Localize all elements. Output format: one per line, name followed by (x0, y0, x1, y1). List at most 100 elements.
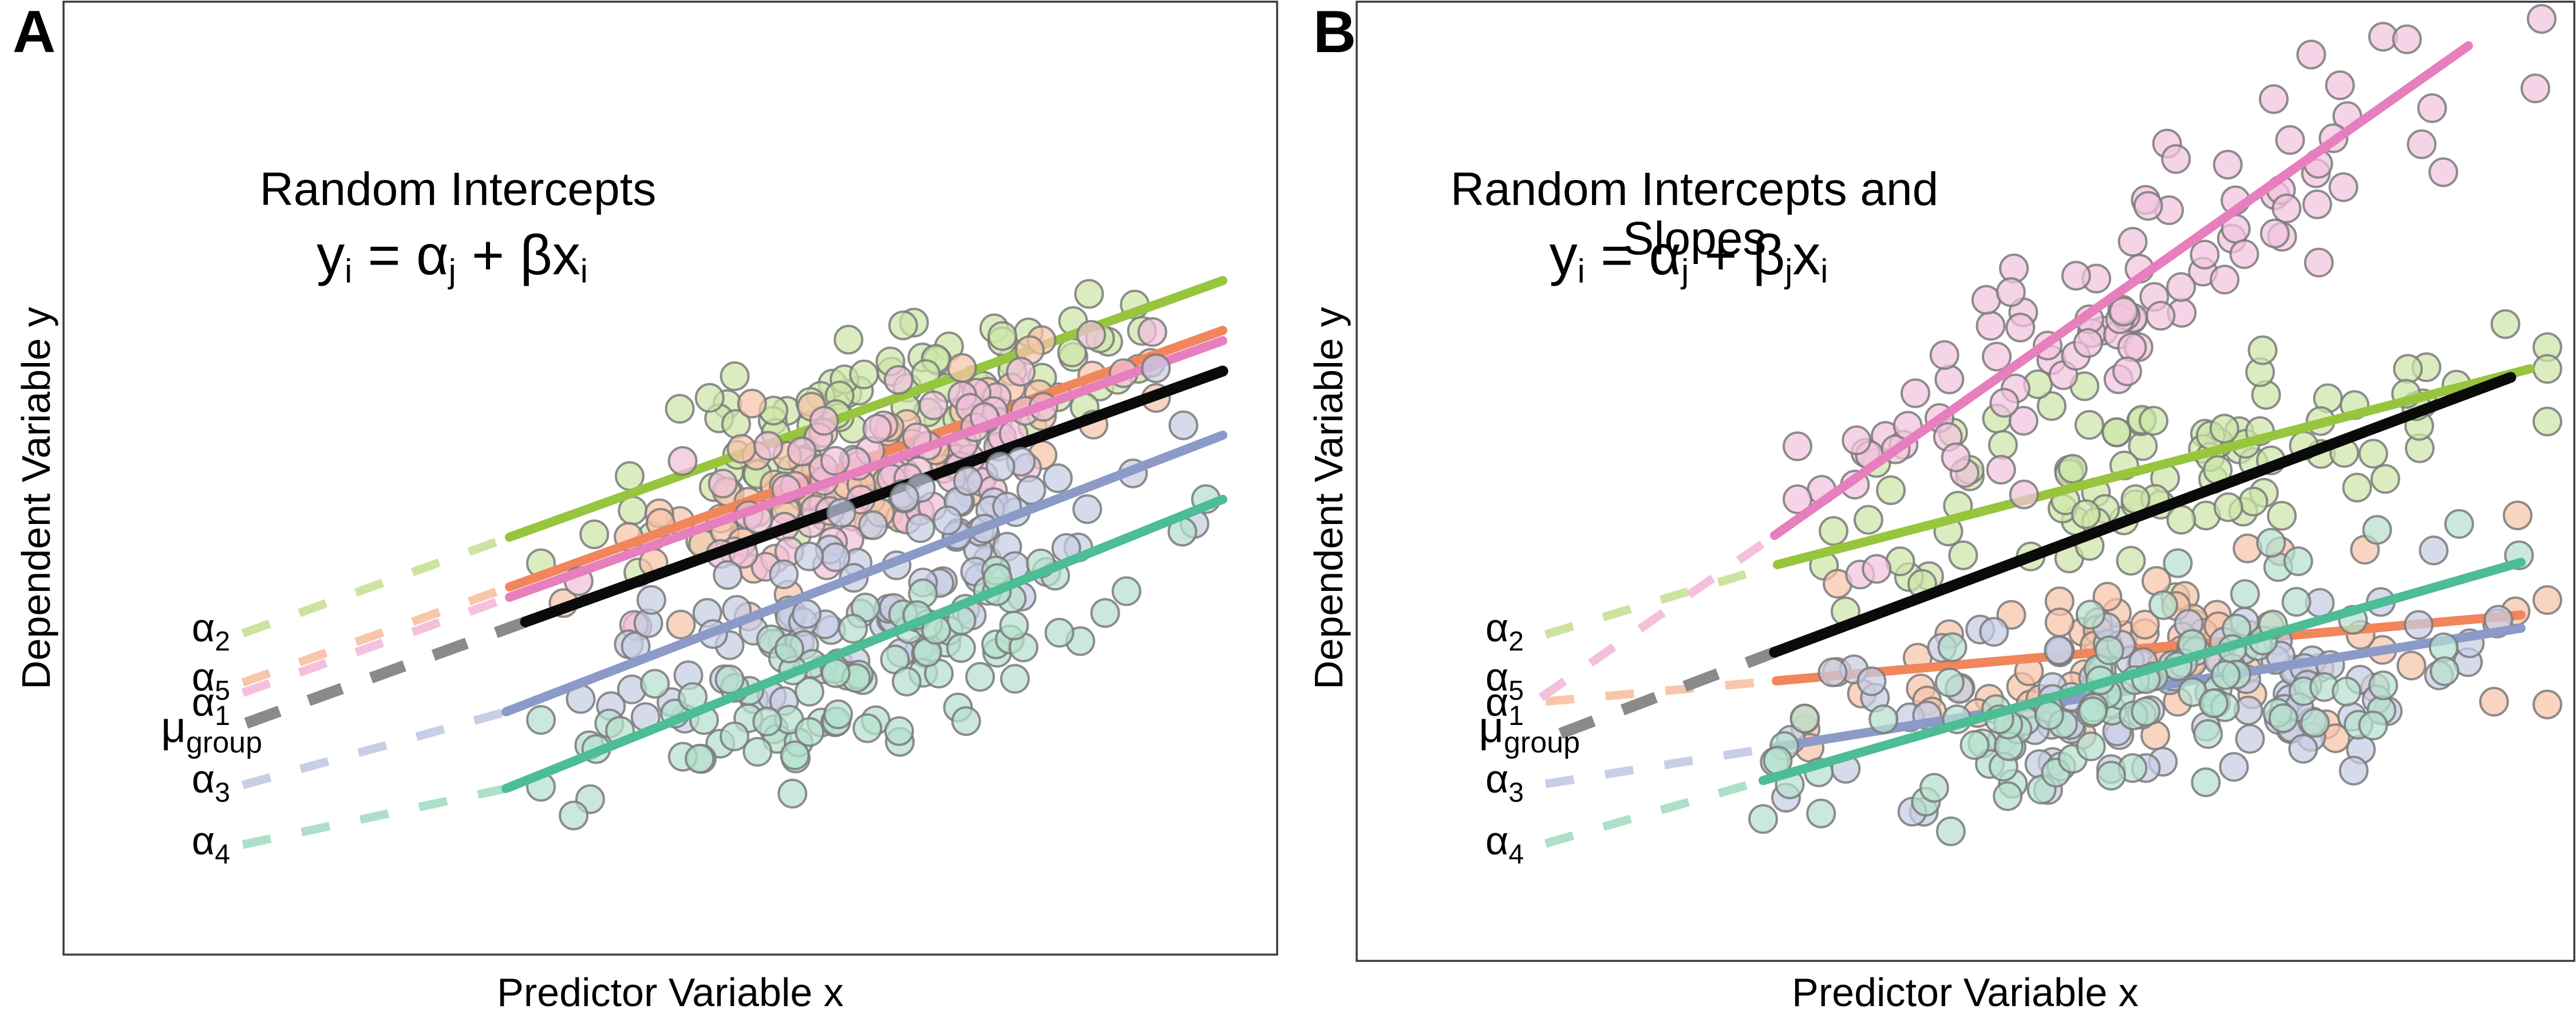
scatter-point (985, 451, 1016, 482)
intercept-label-alpha-4-b: α4 (1485, 818, 1524, 870)
scatter-point (2417, 93, 2447, 123)
model-equation-b: yi = αj + βjxi (1402, 223, 1975, 290)
scatter-point (665, 393, 695, 424)
scatter-point (1856, 666, 1887, 696)
scatter-point (2259, 218, 2290, 249)
scatter-point (1959, 730, 1990, 760)
regression-line-alpha-1-a (505, 336, 1227, 602)
eq-a-y: y (317, 223, 345, 286)
scatter-point (2368, 670, 2399, 700)
scatter-point (1901, 378, 1930, 408)
scatter-point (933, 505, 963, 535)
scatter-point (2131, 696, 2161, 727)
eq-b-x: x (1792, 223, 1821, 286)
eq-b-x-sub: i (1820, 253, 1828, 290)
scatter-point (2370, 464, 2400, 494)
scatter-point (1982, 341, 2012, 372)
scatter-point (999, 610, 1029, 641)
scatter-point (2117, 227, 2148, 257)
eq-b-plus: + (1689, 223, 1753, 286)
scatter-point (2005, 313, 2036, 342)
intercept-label-alpha-3-b: α3 (1485, 756, 1524, 808)
scatter-point (826, 498, 856, 528)
scatter-point (2108, 297, 2139, 327)
scatter-point (2161, 144, 2191, 174)
scatter-point (1168, 410, 1199, 440)
group-mean-line-mean-a (520, 365, 1228, 628)
eq-a-beta: β (520, 223, 552, 286)
scatter-point (2166, 272, 2196, 302)
scatter-point (1941, 442, 1971, 472)
scatter-point (720, 722, 750, 751)
scatter-point (2396, 651, 2427, 681)
scatter-point (1090, 598, 1120, 628)
regression-line-alpha-5-b (1772, 610, 2526, 685)
panel-frame-b (1356, 1, 2575, 962)
eq-b-equals: = (1585, 223, 1649, 286)
scatter-point (2247, 335, 2278, 365)
scatter-point (2527, 4, 2557, 34)
scatter-point (2332, 676, 2362, 707)
scatter-point (2044, 607, 2075, 637)
scatter-point (2190, 239, 2220, 270)
scatter-point (1979, 617, 2009, 647)
scatter-point (2209, 413, 2239, 444)
scatter-point (2256, 527, 2286, 558)
scatter-point (742, 736, 773, 767)
eq-a-y-sub: i (345, 253, 353, 290)
eq-a-alpha-sub: j (448, 253, 456, 290)
scatter-point (2288, 734, 2318, 764)
scatter-point (1072, 494, 1103, 525)
scatter-point (2163, 548, 2193, 578)
scatter-point (2281, 587, 2312, 617)
eq-a-x: x (552, 223, 580, 286)
scatter-point (2191, 767, 2221, 798)
scatter-point (794, 541, 824, 571)
scatter-point (1042, 463, 1073, 494)
scatter-point (2503, 500, 2532, 531)
scatter-point (2061, 261, 2091, 291)
panel-frame-a (62, 1, 1278, 956)
scatter-point (987, 321, 1017, 351)
scatter-point (2166, 504, 2196, 535)
scatter-point (737, 388, 767, 419)
scatter-point (2212, 149, 2243, 180)
scatter-point (862, 413, 892, 444)
scatter-point (1806, 798, 1836, 829)
dashed-intercept-line-alpha-1-b (1538, 531, 1777, 701)
intercept-label-mean-a: μgroup (161, 703, 262, 759)
scatter-point (769, 559, 799, 589)
dashed-intercept-line-alpha-2-b (1544, 560, 1779, 639)
scatter-point (2267, 500, 2297, 531)
scatter-point (559, 801, 589, 831)
eq-b-beta-sub: j (1785, 253, 1793, 290)
scatter-point (965, 662, 995, 692)
scatter-point (1929, 340, 1959, 370)
scatter-point (720, 361, 750, 391)
eq-a-alpha: α (416, 223, 449, 286)
scatter-point (2008, 405, 2038, 436)
scatter-point (823, 699, 854, 730)
scatter-point (2077, 696, 2108, 727)
x-axis-label-b: Predictor Variable x (1792, 970, 2139, 1015)
scatter-point (2117, 332, 2147, 362)
scatter-point (2358, 710, 2388, 740)
scatter-point (833, 325, 864, 355)
scatter-point (2101, 417, 2132, 447)
regression-line-alpha-4-a (501, 495, 1227, 793)
scatter-point (2034, 700, 2064, 731)
scatter-point (1868, 704, 1899, 735)
eq-a-equals: = (352, 223, 416, 286)
scatter-point (2338, 755, 2369, 786)
scatter-point (1076, 320, 1107, 350)
scatter-point (2296, 40, 2326, 70)
scatter-point (1934, 667, 1965, 697)
scatter-point (726, 433, 757, 464)
scatter-point (2325, 70, 2355, 100)
scatter-point (1934, 364, 1965, 395)
scatter-point (2268, 703, 2298, 734)
scatter-point (787, 436, 817, 467)
regression-line-alpha-1-b (1770, 41, 2473, 540)
